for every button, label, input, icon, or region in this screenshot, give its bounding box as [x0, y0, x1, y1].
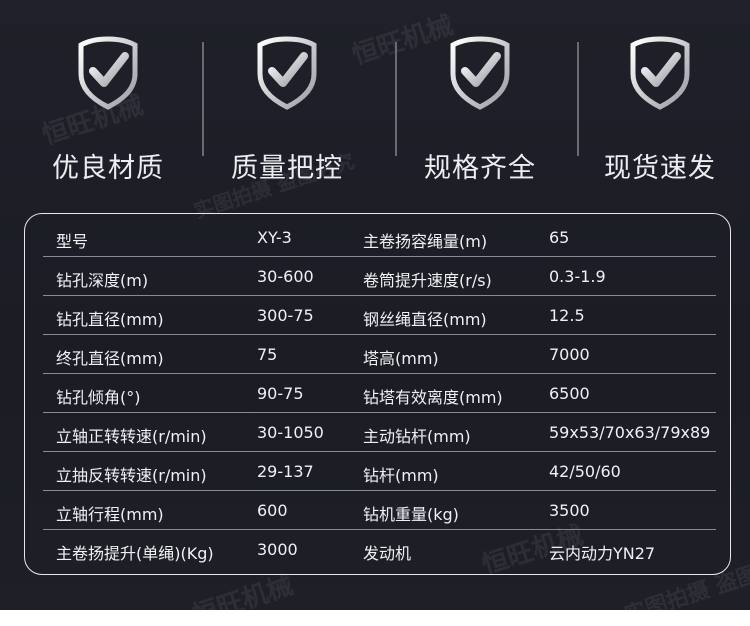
divider: [395, 42, 397, 156]
spec-value: 30-1050: [257, 423, 324, 442]
spec-value: 0.3-1.9: [549, 267, 606, 286]
spec-value: 65: [549, 228, 570, 247]
dark-background: 恒旺机械 恒旺机械 实图拍摄 盗图必究 恒旺机械 恒旺机械 实图拍摄 盗图必究 …: [0, 0, 750, 610]
spec-value: 7000: [549, 345, 590, 364]
table-row: 立抽反转转速(r/min) 29-137 钻杆(mm) 42/50/60: [43, 451, 716, 491]
spec-name: 立轴正转转速(r/min): [56, 427, 207, 446]
spec-name: 钻孔深度(m): [56, 271, 149, 290]
spec-name: 塔高(mm): [363, 349, 439, 368]
table-row: 主卷扬提升(单绳)(Kg) 3000 发动机 云内动力YN27: [43, 529, 716, 568]
feature-item: 现货速发: [570, 36, 750, 185]
spec-name: 钻机重量(kg): [363, 505, 459, 524]
spec-name: 钻孔倾角(°): [56, 388, 141, 407]
spec-value: 云内动力YN27: [549, 544, 656, 563]
spec-name: 终孔直径(mm): [56, 349, 164, 368]
divider: [577, 42, 579, 156]
spec-value: 75: [257, 345, 278, 364]
spec-value: 3500: [549, 501, 590, 520]
feature-label: 质量把控: [231, 153, 343, 184]
table-row: 钻孔倾角(°) 90-75 钻塔有效离度(mm) 6500: [43, 373, 716, 413]
divider: [202, 42, 204, 156]
spec-name: 钻塔有效离度(mm): [363, 388, 503, 407]
spec-value: 12.5: [549, 306, 585, 325]
spec-value: 42/50/60: [549, 462, 621, 481]
table-row: 终孔直径(mm) 75 塔高(mm) 7000: [43, 334, 716, 374]
spec-name: 主动钻杆(mm): [363, 427, 471, 446]
shield-check-icon: [197, 36, 377, 110]
feature-item: 规格齐全: [390, 36, 570, 185]
spec-name: 钢丝绳直径(mm): [363, 310, 487, 329]
spec-value: 6500: [549, 384, 590, 403]
spec-value: 30-600: [257, 267, 314, 286]
spec-value: 300-75: [257, 306, 314, 325]
feature-label: 规格齐全: [424, 153, 536, 184]
feature-item: 优良材质: [18, 36, 198, 185]
feature-label: 优良材质: [52, 153, 164, 184]
feature-item: 质量把控: [197, 36, 377, 185]
spec-value: 600: [257, 501, 288, 520]
spec-name: 卷筒提升速度(r/s): [363, 271, 492, 290]
spec-name: 钻杆(mm): [363, 466, 439, 485]
spec-name: 主卷扬容绳量(m): [363, 232, 488, 251]
spec-value: 90-75: [257, 384, 304, 403]
table-row: 型号 XY-3 主卷扬容绳量(m) 65: [43, 217, 716, 257]
table-row: 钻孔深度(m) 30-600 卷筒提升速度(r/s) 0.3-1.9: [43, 256, 716, 296]
spec-name: 型号: [56, 232, 89, 251]
feature-label: 现货速发: [604, 153, 716, 184]
shield-check-icon: [390, 36, 570, 110]
spec-name: 发动机: [363, 544, 412, 563]
spec-name: 钻孔直径(mm): [56, 310, 164, 329]
spec-name: 主卷扬提升(单绳)(Kg): [56, 544, 214, 563]
shield-check-icon: [570, 36, 750, 110]
spec-name: 立抽反转转速(r/min): [56, 466, 207, 485]
spec-name: 立轴行程(mm): [56, 505, 164, 524]
spec-table: 型号 XY-3 主卷扬容绳量(m) 65 钻孔深度(m) 30-600 卷筒提升速度(r/s…: [24, 213, 731, 575]
table-row: 立轴正转转速(r/min) 30-1050 主动钻杆(mm) 59x53/70x63/…: [43, 412, 716, 452]
spec-value: 3000: [257, 540, 298, 559]
table-row: 钻孔直径(mm) 300-75 钢丝绳直径(mm) 12.5: [43, 295, 716, 335]
shield-check-icon: [18, 36, 198, 110]
spec-value: 59x53/70x63/79x89: [549, 423, 711, 442]
spec-value: 29-137: [257, 462, 314, 481]
table-row: 立轴行程(mm) 600 钻机重量(kg) 3500: [43, 490, 716, 530]
spec-value: XY-3: [257, 228, 292, 247]
